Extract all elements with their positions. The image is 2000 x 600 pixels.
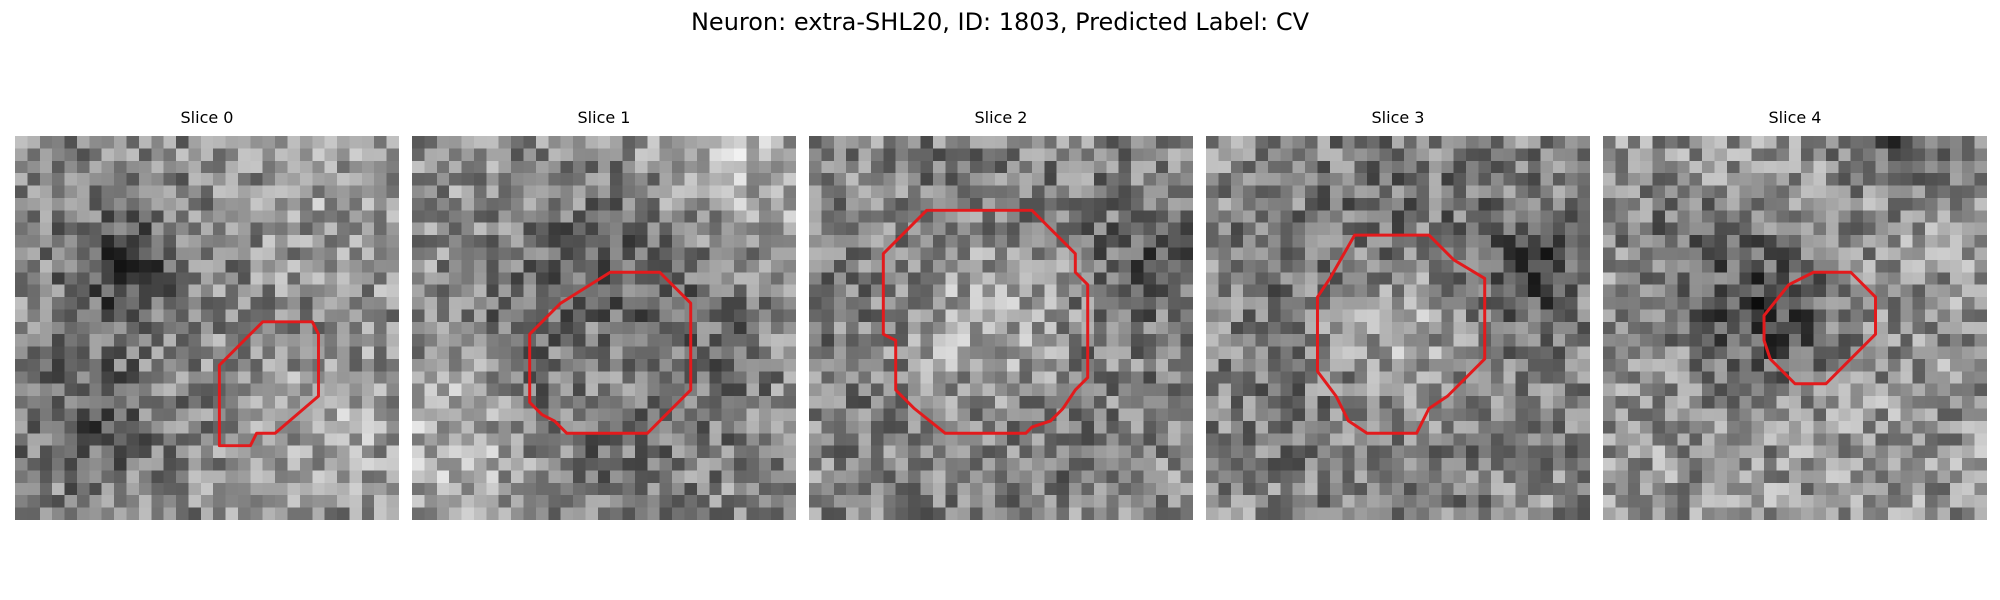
slice-panel-2: Slice 2 (809, 108, 1193, 520)
slice-title: Slice 4 (1768, 108, 1822, 127)
slice-title: Slice 3 (1371, 108, 1425, 127)
slice-image (1206, 136, 1590, 520)
roi-outline (1315, 233, 1487, 435)
slice-image (809, 136, 1193, 520)
slice-panel-3: Slice 3 (1206, 108, 1590, 520)
slice-title: Slice 0 (180, 108, 234, 127)
roi-outline (1762, 270, 1878, 386)
slice-panel-4: Slice 4 (1603, 108, 1987, 520)
slice-title: Slice 2 (974, 108, 1028, 127)
roi-outline (881, 208, 1090, 435)
slice-panel-1: Slice 1 (412, 108, 796, 520)
slice-image (1603, 136, 1987, 520)
figure-title: Neuron: extra-SHL20, ID: 1803, Predicted… (690, 8, 1310, 36)
slice-panel-0: Slice 0 (15, 108, 399, 520)
roi-outline (217, 320, 320, 448)
slice-title: Slice 1 (577, 108, 631, 127)
roi-outline (528, 270, 693, 435)
slice-image (15, 136, 399, 520)
slice-image (412, 136, 796, 520)
